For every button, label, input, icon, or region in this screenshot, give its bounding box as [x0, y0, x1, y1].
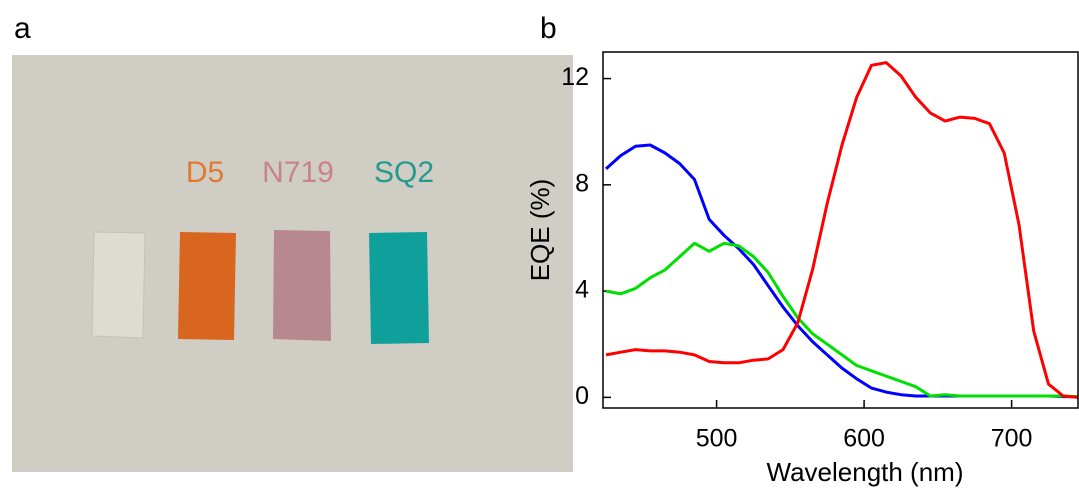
- series-line: [605, 61, 1079, 399]
- bare-film: [91, 231, 146, 339]
- x-axis-label: Wavelength (nm): [767, 457, 964, 487]
- y-tick-label: 12: [561, 63, 589, 91]
- series-line: [604, 143, 1079, 399]
- d5-film: [178, 232, 236, 340]
- panel-label: a: [14, 12, 31, 45]
- x-tick-label: 500: [696, 425, 738, 453]
- series-line: [605, 241, 1079, 399]
- plot: 0 4 8 12 500 600 700: [561, 61, 1079, 453]
- sq2-film: [369, 232, 429, 344]
- y-tick-label: 8: [575, 169, 589, 197]
- sample-label: N719: [262, 156, 334, 189]
- y-tick-label: 4: [575, 276, 589, 304]
- x-tick-label: 600: [843, 425, 885, 453]
- panel-label: b: [540, 12, 557, 45]
- y-axis-label: EQE (%): [525, 179, 555, 282]
- sample-label: SQ2: [374, 156, 434, 189]
- sample-label: D5: [186, 156, 224, 189]
- plot-frame: [602, 51, 1079, 409]
- x-tick-label: 700: [991, 425, 1033, 453]
- n719-film: [273, 230, 331, 341]
- y-tick-label: 0: [575, 382, 589, 410]
